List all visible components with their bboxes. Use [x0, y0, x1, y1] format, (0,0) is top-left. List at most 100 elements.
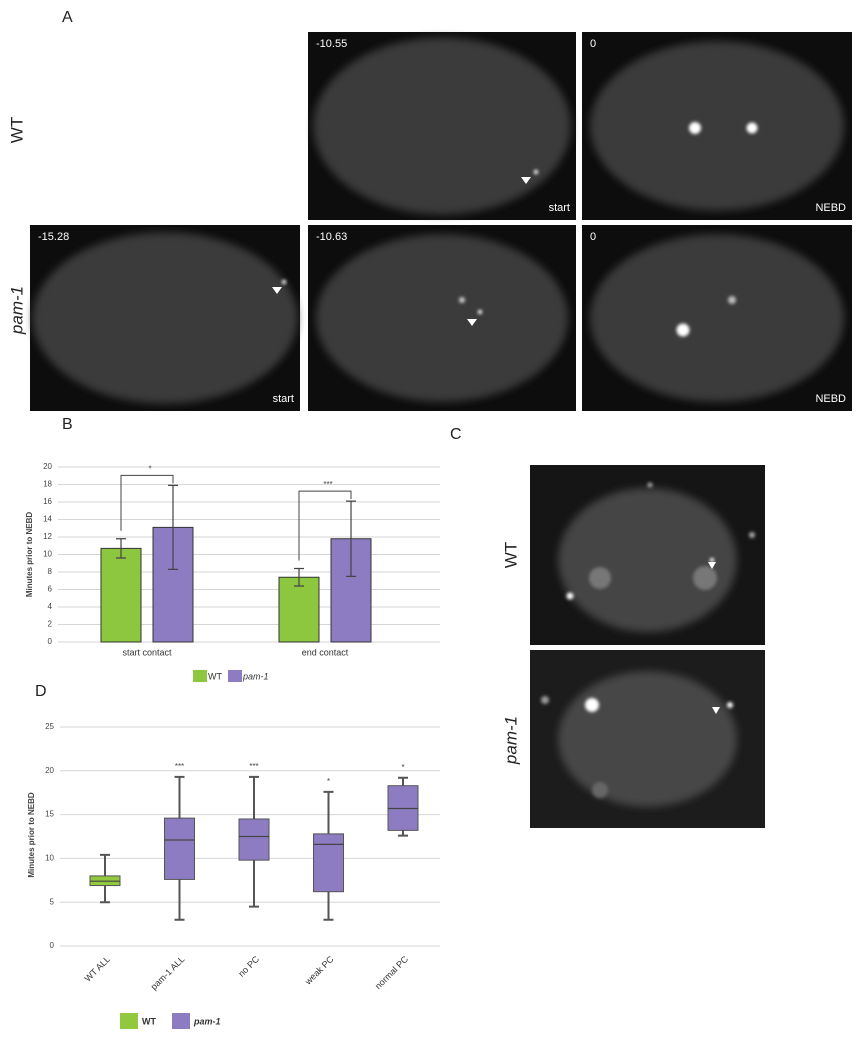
- error-bar: [168, 484, 178, 570]
- box: [164, 817, 195, 880]
- timestamp: 0: [590, 38, 596, 50]
- signal-spot: [676, 323, 690, 337]
- error-bar: [346, 500, 356, 577]
- y-tick-label: 15: [45, 810, 54, 819]
- box: [313, 833, 344, 893]
- x-tick-label: start contact: [122, 647, 172, 657]
- whisker-high: [249, 775, 259, 819]
- timestamp: 0: [590, 231, 596, 243]
- y-tick-label: 20: [43, 462, 52, 471]
- y-tick-label: 18: [43, 480, 52, 489]
- row-label: WT: [7, 117, 26, 143]
- signal-spot: [749, 532, 755, 538]
- x-tick-label: end contact: [302, 647, 349, 657]
- y-tick-label: 20: [45, 766, 54, 775]
- embryo: [316, 234, 568, 402]
- timestamp: -10.55: [316, 38, 347, 50]
- signal-spot: [585, 698, 599, 712]
- row-label: pam-1: [7, 286, 26, 335]
- legend-label: pam-1: [242, 671, 269, 681]
- y-tick-label: 0: [48, 637, 53, 646]
- legend-swatch: [120, 1013, 138, 1029]
- x-tick-label: WT ALL: [82, 954, 112, 984]
- signal-spot: [589, 567, 611, 589]
- micrograph: [530, 650, 765, 828]
- bar: [100, 547, 142, 643]
- signal-spot: [281, 279, 287, 285]
- panel-label: B: [62, 416, 73, 433]
- signal-spot: [566, 592, 574, 600]
- stage-label: start: [273, 393, 294, 405]
- whisker-low: [398, 830, 408, 837]
- panel-label: A: [62, 9, 73, 26]
- y-tick-label: 12: [43, 532, 52, 541]
- significance: ***: [249, 762, 258, 771]
- legend-label: pam-1: [193, 1016, 221, 1026]
- arrowhead: [467, 319, 477, 326]
- significance: ***: [175, 762, 184, 771]
- row-label: WT: [501, 542, 520, 568]
- micrograph: [582, 32, 852, 220]
- significance: *: [148, 464, 151, 473]
- y-tick-label: 25: [45, 722, 54, 731]
- embryo: [32, 232, 298, 404]
- whisker-low: [323, 891, 334, 921]
- y-tick-label: 4: [48, 602, 53, 611]
- x-tick-label: weak PC: [302, 954, 336, 988]
- y-tick-label: 5: [50, 897, 55, 906]
- bar: [330, 538, 372, 643]
- embryo: [558, 488, 737, 632]
- signal-spot: [746, 122, 758, 134]
- y-tick-label: 10: [45, 854, 54, 863]
- micrograph: [308, 225, 576, 411]
- timestamp: -15.28: [38, 231, 69, 243]
- arrowhead: [272, 287, 282, 294]
- embryo: [590, 234, 844, 402]
- legend-swatch: [228, 670, 242, 682]
- whisker-high: [100, 853, 110, 876]
- embryo: [313, 37, 571, 215]
- signal-spot: [459, 297, 465, 303]
- y-axis-label: Minutes prior to NEBD: [25, 512, 34, 598]
- legend-label: WT: [142, 1016, 156, 1026]
- embryo: [590, 41, 844, 211]
- whisker-low: [174, 879, 185, 921]
- error-bar: [116, 538, 126, 559]
- signal-spot: [709, 557, 715, 563]
- significance: *: [401, 763, 404, 772]
- significance: ***: [323, 480, 332, 489]
- significance: *: [327, 777, 330, 786]
- signal-spot: [647, 482, 653, 488]
- legend-swatch: [193, 670, 207, 682]
- stage-label: start: [549, 202, 570, 214]
- row-label: pam-1: [501, 716, 520, 765]
- micrograph: [530, 465, 765, 645]
- panel-label: D: [35, 683, 47, 700]
- x-tick-label: pam-1 ALL: [149, 954, 187, 992]
- y-tick-label: 0: [50, 941, 55, 950]
- signal-spot: [693, 566, 717, 590]
- whisker-low: [100, 885, 110, 904]
- y-axis-label: Minutes prior to NEBD: [27, 792, 36, 878]
- y-tick-label: 6: [48, 585, 53, 594]
- whisker-high: [174, 775, 185, 819]
- timestamp: -10.63: [316, 231, 347, 243]
- signal-spot: [728, 296, 736, 304]
- signal-spot: [689, 122, 701, 134]
- y-tick-label: 14: [43, 515, 52, 524]
- embryo: [558, 671, 737, 807]
- signal-spot: [592, 782, 608, 798]
- bar: [278, 576, 320, 643]
- y-tick-label: 8: [48, 567, 53, 576]
- arrowhead: [712, 707, 720, 714]
- x-tick-label: normal PC: [373, 954, 410, 991]
- significance-bracket: [120, 474, 174, 531]
- micrograph: [308, 32, 576, 220]
- y-tick-label: 2: [48, 620, 53, 629]
- whisker-high: [323, 790, 334, 834]
- panel-label: C: [450, 426, 462, 443]
- signal-spot: [541, 696, 549, 704]
- legend-label: WT: [208, 671, 222, 681]
- box: [238, 818, 270, 861]
